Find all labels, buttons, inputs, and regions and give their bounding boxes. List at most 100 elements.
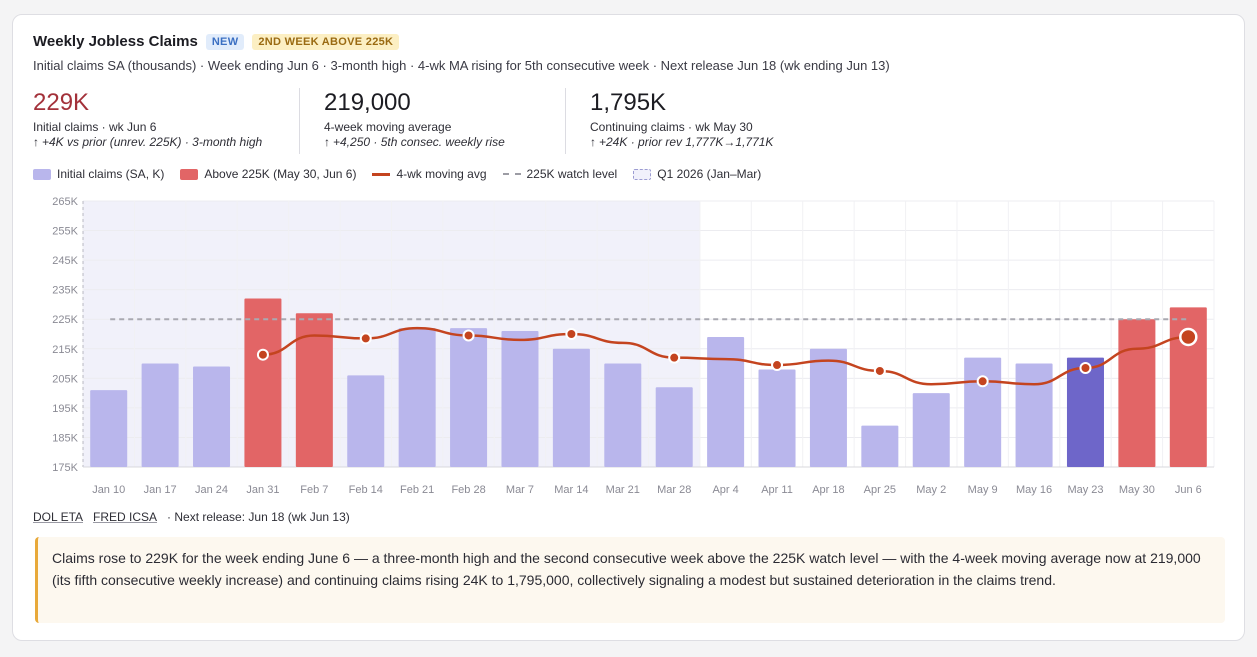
moving-average-point xyxy=(565,328,578,340)
card-subtitle: Initial claims SA (thousands) · Week end… xyxy=(33,58,890,73)
y-tick-label: 175K xyxy=(52,462,78,474)
kpi-delta: ↑ +4K vs prior (unrev. 225K) · 3-month hi… xyxy=(33,135,299,149)
kpi-delta: ↑ +24K · prior rev 1,777K→1,771K xyxy=(590,135,831,149)
moving-average-line xyxy=(262,326,1189,386)
legend-swatch xyxy=(180,168,199,180)
y-tick-label: 245K xyxy=(52,255,78,267)
moving-average-point xyxy=(1079,361,1092,374)
summary-note: Claims rose to 229K for the week ending … xyxy=(35,537,1225,623)
legend-watch-level: 225K watch level xyxy=(502,167,618,181)
legend-label: Above 225K (May 30, Jun 6) xyxy=(204,167,357,181)
source-link-fred-icsa[interactable]: FRED ICSA xyxy=(93,510,158,524)
x-tick-label: May 2 xyxy=(916,484,946,496)
legend-moving-average: 4-wk moving avg xyxy=(372,167,487,181)
bar-jan-17 xyxy=(141,363,179,467)
x-tick-label: Apr 4 xyxy=(712,484,738,496)
bar-may-30 xyxy=(1118,319,1156,467)
bar-jan-31 xyxy=(244,298,282,467)
y-tick-label: 265K xyxy=(52,196,78,208)
x-tick-label: Mar 7 xyxy=(506,484,534,496)
kpi-moving-average: 219,000 4-week moving average ↑ +4,250 · … xyxy=(299,88,565,154)
moving-average-point xyxy=(771,359,784,372)
bar-may-16 xyxy=(1015,363,1053,467)
y-tick-label: 255K xyxy=(52,226,78,238)
kpi-delta-text: +4K vs prior (unrev. 225K) · 3-month hig… xyxy=(42,135,263,149)
chart-legend: Initial claims (SA, K) Above 225K (May 3… xyxy=(33,167,777,181)
legend-label: 225K watch level xyxy=(526,167,618,181)
watch-badge: 2ND WEEK ABOVE 225K xyxy=(252,33,400,50)
x-tick-label: Apr 18 xyxy=(812,484,844,496)
kpi-delta: ↑ +4,250 · 5th consec. weekly rise xyxy=(324,135,565,149)
y-tick-label: 215K xyxy=(52,344,78,356)
kpi-continuing-claims: 1,795K Continuing claims · wk May 30 ↑ +2… xyxy=(565,88,831,154)
bar-may-23 xyxy=(1066,357,1104,467)
x-tick-label: Jan 24 xyxy=(195,484,228,496)
kpi-value: 219,000 xyxy=(324,89,411,116)
kpi-label: Continuing claims · wk May 30 xyxy=(590,120,753,134)
bar-mar-7 xyxy=(501,331,539,467)
moving-average-point xyxy=(873,364,886,377)
claims-card: Weekly Jobless Claims NEW 2ND WEEK ABOVE… xyxy=(12,14,1245,641)
x-tick-label: May 30 xyxy=(1119,484,1155,496)
legend-label: 4-wk moving avg xyxy=(396,167,487,181)
kpi-value: 1,795K xyxy=(590,89,667,116)
bar-feb-14 xyxy=(347,375,385,467)
sources-row: DOL ETA FRED ICSA · Next release: Jun 18… xyxy=(33,510,350,524)
legend-swatch xyxy=(633,168,652,180)
legend-initial-claims: Initial claims (SA, K) xyxy=(33,167,164,181)
x-tick-label: Jan 31 xyxy=(246,484,279,496)
bar-apr-11 xyxy=(758,369,796,467)
up-arrow-icon: ↑ xyxy=(33,135,39,149)
x-tick-label: May 23 xyxy=(1067,484,1103,496)
x-tick-label: Jun 6 xyxy=(1175,484,1202,496)
x-tick-label: Jan 17 xyxy=(144,484,177,496)
kpi-label: 4-week moving average xyxy=(324,120,452,134)
up-arrow-icon: ↑ xyxy=(590,135,596,149)
legend-label: Q1 2026 (Jan–Mar) xyxy=(657,167,762,181)
moving-average-point xyxy=(359,332,372,345)
y-tick-label: 235K xyxy=(52,285,78,297)
x-tick-label: Feb 21 xyxy=(400,484,434,496)
card-title: Weekly Jobless Claims xyxy=(33,33,198,50)
legend-swatch xyxy=(33,168,51,180)
bar-mar-14 xyxy=(552,348,590,467)
moving-average-point xyxy=(668,351,681,364)
bar-jan-10 xyxy=(90,390,128,467)
bar-mar-21 xyxy=(604,363,642,467)
y-tick-label: 205K xyxy=(52,373,78,385)
x-tick-label: May 9 xyxy=(968,484,998,496)
x-tick-label: Mar 28 xyxy=(657,484,691,496)
legend-swatch xyxy=(372,172,391,176)
moving-average-point xyxy=(976,375,989,388)
bar-feb-21 xyxy=(398,328,436,467)
moving-average-point xyxy=(256,348,269,361)
moving-average-point xyxy=(462,329,475,342)
claims-chart: 175K 185K 195K 205K 215K 225K 235K 245K 255K 265K… xyxy=(52,196,1215,496)
kpi-delta-text: +4,250 · 5th consec. weekly rise xyxy=(333,135,505,149)
bar-jan-24 xyxy=(193,366,231,467)
x-tick-label: Mar 21 xyxy=(606,484,640,496)
bar-apr-4 xyxy=(707,336,745,467)
legend-q1-region: Q1 2026 (Jan–Mar) xyxy=(633,167,761,181)
bar-mar-28 xyxy=(655,387,693,467)
kpi-label: Initial claims · wk Jun 6 xyxy=(33,120,157,134)
up-arrow-icon: ↑ xyxy=(324,135,330,149)
kpi-delta-text: +24K · prior rev 1,777K→1,771K xyxy=(599,135,774,149)
x-tick-label: Feb 7 xyxy=(300,484,328,496)
y-tick-label: 185K xyxy=(52,432,78,444)
kpi-initial-claims: 229K Initial claims · wk Jun 6 ↑ +4K vs p… xyxy=(33,88,299,154)
x-tick-label: Feb 28 xyxy=(451,484,485,496)
source-link-dol-eta[interactable]: DOL ETA xyxy=(33,510,84,524)
bar-apr-25 xyxy=(861,425,899,467)
title-row: Weekly Jobless Claims NEW 2ND WEEK ABOVE… xyxy=(33,33,400,50)
new-badge: NEW xyxy=(205,33,245,50)
x-tick-label: Mar 14 xyxy=(554,484,588,496)
kpi-value: 229K xyxy=(33,89,90,116)
bar-may-9 xyxy=(964,357,1002,467)
y-tick-label: 195K xyxy=(52,403,78,415)
x-tick-label: Apr 11 xyxy=(761,484,793,496)
legend-swatch xyxy=(502,173,521,175)
x-tick-label: Apr 25 xyxy=(864,484,896,496)
bar-may-2 xyxy=(912,393,950,467)
x-tick-label: May 16 xyxy=(1016,484,1052,496)
